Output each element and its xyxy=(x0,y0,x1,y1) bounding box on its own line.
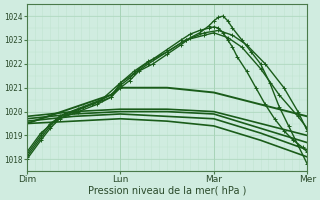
X-axis label: Pression niveau de la mer( hPa ): Pression niveau de la mer( hPa ) xyxy=(88,186,246,196)
